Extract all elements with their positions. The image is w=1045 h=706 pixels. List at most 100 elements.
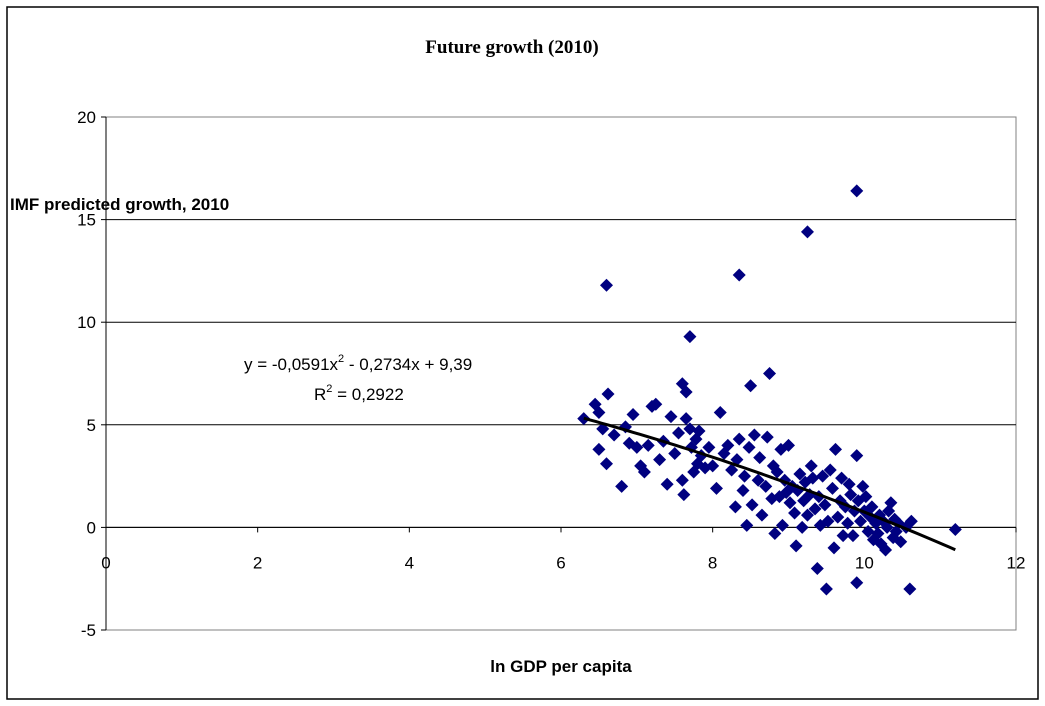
data-point [821,514,835,528]
data-point [755,508,769,522]
data-point [706,459,720,473]
data-point [825,481,839,495]
scatter-points [577,184,962,596]
data-point [782,438,795,452]
y-tick-label: -5 [81,621,96,640]
data-point [668,447,682,461]
y-tick-label: 0 [87,518,96,537]
data-point [641,438,655,452]
trendline-equation: y = -0,0591x2 - 0,2734x + 9,39 [244,353,472,374]
r2-prefix: R [314,385,326,404]
data-point [732,432,746,446]
data-point [783,496,797,510]
data-point [600,457,613,471]
data-point [763,367,777,380]
data-point [740,518,754,532]
data-point [753,451,767,465]
data-point [793,467,807,481]
data-point [601,387,615,401]
data-point [861,525,875,539]
equation-exponent: 2 [338,353,344,365]
data-point [827,541,841,555]
data-point [713,405,727,419]
data-point [747,428,761,442]
data-point [846,529,860,543]
data-point [742,440,756,454]
data-point [816,469,830,483]
data-point [751,473,765,487]
data-point [859,490,873,504]
data-point [854,514,868,528]
data-point [789,539,803,553]
data-point [692,424,706,438]
data-point [948,522,962,536]
y-tick-label: 5 [87,416,96,435]
data-point [630,440,644,454]
data-point [736,483,750,497]
data-point [759,479,773,493]
data-point [744,379,758,393]
data-point [626,408,640,422]
data-point [600,278,613,292]
data-point [879,543,893,557]
data-point [819,582,833,596]
x-tick-label: 0 [101,553,110,572]
data-point [894,535,908,549]
y-tick-labels: -5 0 5 10 15 20 [77,108,96,640]
data-point [679,385,693,399]
data-point [823,463,837,477]
chart-title: Future growth (2010) [425,37,598,58]
data-point [702,440,716,454]
data-point [721,438,735,452]
data-point [841,516,855,530]
data-point [831,510,845,524]
equation-rest: - 0,2734x + 9,39 [344,355,472,374]
data-point [592,442,606,456]
data-point [850,576,864,590]
data-point [800,225,814,239]
data-point [903,582,917,596]
data-point [683,422,697,436]
x-tick-label: 10 [855,553,874,572]
data-point [653,453,667,467]
data-point [865,500,879,514]
data-point [804,459,818,473]
data-point [775,518,789,532]
x-tick-label: 12 [1007,553,1026,572]
y-tick-label: 10 [77,313,96,332]
data-point [768,527,782,541]
data-point [850,449,864,463]
plot-area [105,116,1017,631]
data-point [683,330,697,344]
data-point [664,410,678,424]
data-point [637,465,651,479]
x-tick-label: 6 [556,553,565,572]
data-point [709,481,723,495]
data-point [856,479,870,493]
data-point [677,488,691,502]
data-point [842,477,856,491]
x-tick-label: 2 [253,553,262,572]
data-point [836,529,850,543]
trendline [583,416,956,552]
data-point [806,471,820,485]
data-point [675,473,689,487]
data-point [835,471,849,485]
data-point [672,426,686,440]
x-tick-label: 8 [708,553,717,572]
data-point [679,412,693,426]
y-axis-label: IMF predicted growth, 2010 [10,195,229,214]
data-point [725,463,739,477]
data-point [808,502,822,516]
data-point [850,184,864,198]
r2-exponent: 2 [326,383,332,395]
data-point [795,520,809,534]
r2-rest: = 0,2922 [332,385,403,404]
x-tick-labels: 0 2 4 6 8 10 12 [101,553,1025,572]
data-point [904,514,918,528]
data-point [810,561,824,575]
r-squared: R2 = 0,2922 [314,383,404,404]
data-point [871,527,885,541]
data-point [607,428,621,442]
data-point [615,479,629,493]
